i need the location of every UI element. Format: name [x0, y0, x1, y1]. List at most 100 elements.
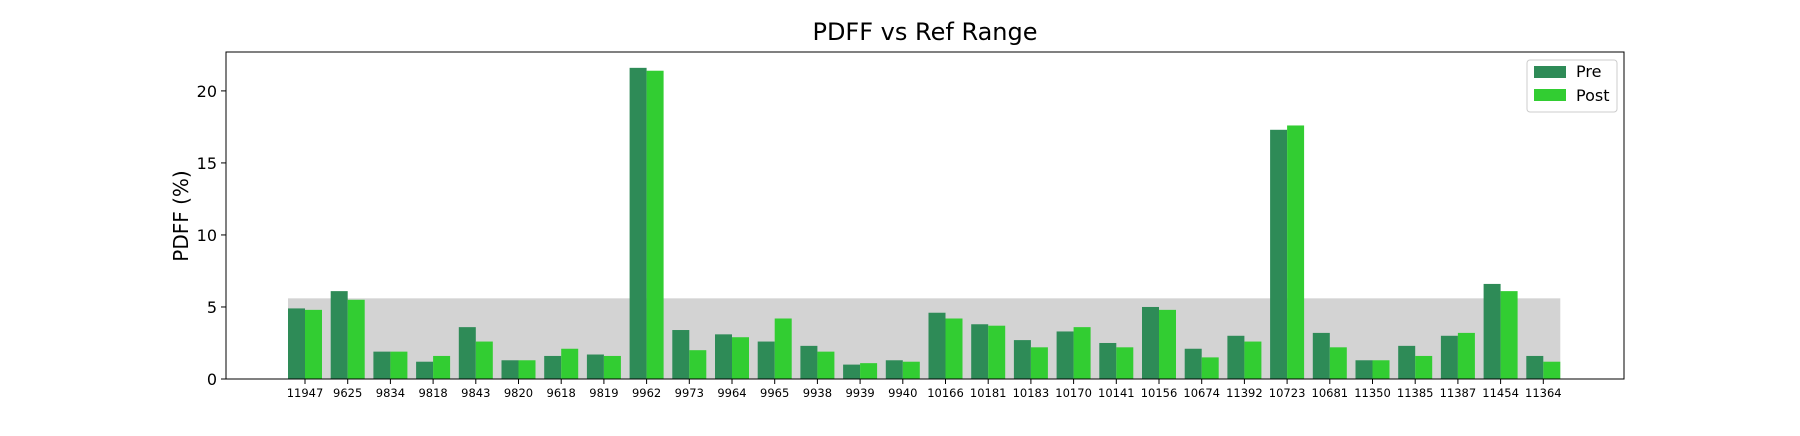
bar-post-11454 — [1500, 291, 1518, 379]
x-tick-label: 11364 — [1525, 386, 1562, 400]
bar-post-11392 — [1244, 341, 1262, 379]
x-tick-label: 10181 — [970, 386, 1007, 400]
bar-pre-10723 — [1270, 129, 1288, 379]
bar-post-10156 — [1159, 309, 1176, 379]
plot-frame — [225, 51, 1625, 380]
bar-pre-9962 — [629, 67, 647, 379]
bar-post-9834 — [390, 351, 408, 379]
bar-post-9962 — [646, 70, 664, 380]
x-tick-label: 9820 — [504, 386, 533, 400]
chart-title: PDFF vs Ref Range — [812, 18, 1037, 46]
legend-swatch-pre — [1534, 66, 1566, 78]
x-tick-label: 9834 — [376, 386, 405, 400]
bar-post-10166 — [945, 318, 963, 379]
bar-post-9940 — [902, 361, 920, 379]
x-tick-label: 10156 — [1141, 386, 1178, 400]
bar-post-10181 — [988, 325, 1006, 379]
x-tick-label: 9973 — [675, 386, 704, 400]
y-tick-label: 10 — [197, 226, 217, 245]
bar-pre-11387 — [1440, 335, 1458, 379]
bar-pre-9618 — [544, 355, 562, 379]
x-tick-label: 9618 — [547, 386, 576, 400]
x-tick-label: 11454 — [1482, 386, 1519, 400]
reference-range-layer — [288, 298, 1561, 379]
bar-post-9964 — [732, 337, 749, 379]
x-tick-label: 10166 — [927, 386, 964, 400]
bar-pre-9973 — [672, 330, 690, 379]
x-tick-label: 10723 — [1269, 386, 1306, 400]
bar-pre-11364 — [1526, 355, 1544, 379]
x-tick-label: 9938 — [803, 386, 832, 400]
bar-pre-9834 — [373, 351, 391, 379]
x-tick-label: 9939 — [845, 386, 874, 400]
reference-range-band — [288, 298, 1561, 379]
bar-pre-11392 — [1227, 335, 1245, 379]
legend-swatch-post — [1534, 89, 1566, 101]
legend: Pre Post — [1526, 59, 1618, 113]
x-tick-label: 10681 — [1312, 386, 1349, 400]
x-tick-label: 9843 — [461, 386, 490, 400]
legend-label-post: Post — [1576, 86, 1609, 105]
x-tick-label: 9818 — [418, 386, 447, 400]
legend-label-pre: Pre — [1576, 62, 1601, 81]
x-tick-label: 11385 — [1397, 386, 1434, 400]
bar-pre-9964 — [715, 334, 732, 379]
bar-post-9819 — [603, 355, 621, 379]
bar-post-9818 — [433, 355, 451, 379]
y-tick-label: 20 — [197, 82, 217, 101]
x-tick-label: 11947 — [287, 386, 324, 400]
x-ticks-layer: 11947 9625 9834 9818 9843 9820 9618 9819 9962 997… — [287, 379, 1562, 400]
x-tick-label: 11387 — [1440, 386, 1477, 400]
x-tick-label: 10170 — [1055, 386, 1092, 400]
x-tick-label: 9962 — [632, 386, 661, 400]
x-tick-label: 9965 — [760, 386, 789, 400]
x-tick-label: 9964 — [717, 386, 746, 400]
bar-pre-10166 — [928, 312, 946, 379]
bar-post-10674 — [1201, 357, 1219, 379]
bar-pre-10183 — [1013, 340, 1031, 379]
x-tick-label: 10674 — [1183, 386, 1220, 400]
bar-post-10681 — [1329, 347, 1347, 379]
bar-pre-10156 — [1142, 306, 1159, 379]
bar-post-11350 — [1372, 360, 1390, 379]
x-tick-label: 9819 — [589, 386, 618, 400]
bar-post-10141 — [1116, 347, 1134, 379]
y-tick-label: 0 — [207, 370, 217, 389]
bar-pre-10141 — [1099, 342, 1117, 379]
bar-post-9938 — [817, 351, 835, 379]
bar-pre-9820 — [501, 360, 519, 379]
bar-pre-11454 — [1483, 283, 1501, 379]
bar-post-9939 — [860, 363, 878, 379]
y-tick-label: 5 — [207, 298, 217, 317]
bar-pre-9938 — [800, 345, 818, 379]
bar-pre-11385 — [1398, 345, 1416, 379]
bar-post-11364 — [1543, 361, 1561, 379]
bars-layer — [288, 67, 1561, 380]
x-tick-label: 9625 — [333, 386, 362, 400]
bar-pre-11350 — [1355, 360, 1373, 379]
bar-pre-10681 — [1312, 332, 1330, 379]
bar-post-9973 — [689, 350, 707, 379]
bar-pre-10170 — [1056, 331, 1074, 379]
x-tick-label: 11392 — [1226, 386, 1263, 400]
bar-post-10723 — [1287, 125, 1305, 380]
bar-pre-9818 — [416, 361, 434, 379]
bar-pre-9625 — [330, 291, 348, 379]
x-tick-label: 10183 — [1013, 386, 1050, 400]
x-tick-label: 10141 — [1098, 386, 1135, 400]
bar-pre-11947 — [288, 308, 305, 379]
x-tick-label: 11350 — [1354, 386, 1391, 400]
bar-pre-9843 — [458, 327, 476, 379]
bar-pre-9819 — [586, 354, 604, 379]
y-axis-label: PDFF (%) — [169, 170, 193, 261]
bar-post-10183 — [1030, 347, 1048, 379]
bar-post-11385 — [1415, 355, 1433, 379]
bar-pre-10181 — [971, 324, 989, 379]
bar-pre-9939 — [843, 364, 861, 379]
bar-post-11947 — [305, 309, 322, 379]
x-tick-label: 9940 — [888, 386, 917, 400]
y-tick-label: 15 — [197, 154, 217, 173]
bar-post-10170 — [1073, 327, 1091, 379]
